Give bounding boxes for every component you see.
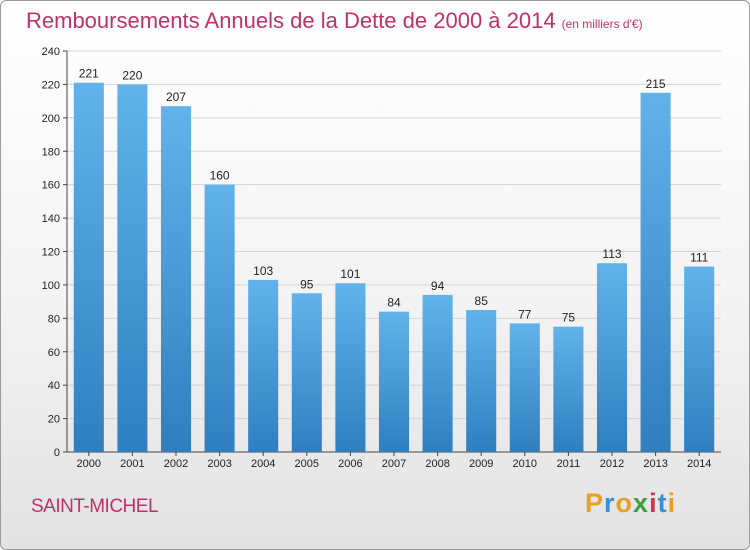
- y-tick-label: 20: [48, 414, 60, 426]
- data-label: 75: [562, 311, 576, 325]
- chart-title: Remboursements Annuels de la Dette de 20…: [26, 8, 643, 34]
- bar: [248, 279, 279, 452]
- x-tick-label: 2000: [77, 458, 101, 470]
- data-label: 220: [122, 68, 142, 82]
- data-label: 84: [387, 296, 401, 310]
- data-label: 103: [253, 264, 273, 278]
- data-label: 215: [646, 77, 666, 91]
- bar: [160, 106, 192, 452]
- data-label: 94: [431, 279, 445, 293]
- y-tick-label: 40: [48, 380, 60, 392]
- bar: [335, 283, 366, 452]
- logo-letter: x: [633, 488, 650, 518]
- x-tick-label: 2004: [251, 458, 275, 470]
- data-label: 95: [300, 277, 314, 291]
- x-tick-label: 2002: [164, 458, 188, 470]
- bar: [684, 266, 715, 452]
- y-tick-label: 80: [48, 313, 60, 325]
- chart-unit-note: (en milliers d'€): [561, 17, 643, 31]
- x-tick-label: 2011: [557, 458, 581, 470]
- x-tick-label: 2003: [207, 458, 231, 470]
- y-tick-label: 180: [42, 146, 60, 158]
- data-label: 221: [79, 67, 99, 81]
- logo-letter: i: [667, 488, 677, 518]
- y-tick-label: 60: [48, 347, 60, 359]
- x-tick-label: 2008: [425, 458, 449, 470]
- bar: [596, 263, 628, 452]
- x-tick-label: 2006: [338, 458, 362, 470]
- bar: [204, 184, 235, 452]
- bar: [73, 82, 104, 452]
- data-label: 113: [602, 247, 621, 261]
- data-label: 101: [340, 267, 360, 281]
- logo-letter: r: [604, 488, 616, 518]
- bar: [553, 326, 584, 452]
- bar: [640, 92, 671, 452]
- logo-letter: t: [657, 488, 668, 518]
- y-tick-label: 140: [42, 213, 60, 225]
- bar: [117, 84, 148, 453]
- y-tick-label: 220: [42, 79, 60, 91]
- bar: [466, 309, 497, 452]
- y-tick-label: 200: [42, 113, 60, 125]
- data-label: 207: [166, 90, 186, 104]
- x-tick-label: 2013: [643, 458, 667, 470]
- y-tick-label: 0: [54, 447, 60, 459]
- x-tick-label: 2005: [295, 458, 319, 470]
- bar: [378, 311, 410, 452]
- data-label: 85: [475, 294, 489, 308]
- logo-letter: i: [649, 488, 658, 518]
- logo-letter: o: [615, 488, 634, 518]
- proxiti-logo: Proxiti: [585, 488, 676, 519]
- x-tick-label: 2010: [513, 458, 537, 470]
- y-tick-label: 120: [42, 247, 60, 259]
- commune-name: SAINT-MICHEL: [31, 496, 159, 517]
- y-tick-label: 100: [42, 280, 60, 292]
- x-tick-label: 2014: [687, 458, 711, 470]
- data-label: 111: [690, 251, 709, 265]
- x-tick-label: 2007: [382, 458, 406, 470]
- data-label: 160: [210, 169, 230, 183]
- data-label: 77: [518, 307, 532, 321]
- logo-letter: P: [585, 488, 605, 518]
- x-tick-label: 2009: [469, 458, 493, 470]
- x-tick-label: 2012: [600, 458, 624, 470]
- y-tick-label: 240: [42, 46, 60, 58]
- x-tick-label: 2001: [120, 458, 144, 470]
- chart-title-main: Remboursements Annuels de la Dette de 20…: [26, 8, 556, 33]
- y-tick-label: 160: [42, 180, 60, 192]
- bar: [422, 294, 453, 452]
- bar: [291, 293, 322, 452]
- bar: [509, 323, 540, 452]
